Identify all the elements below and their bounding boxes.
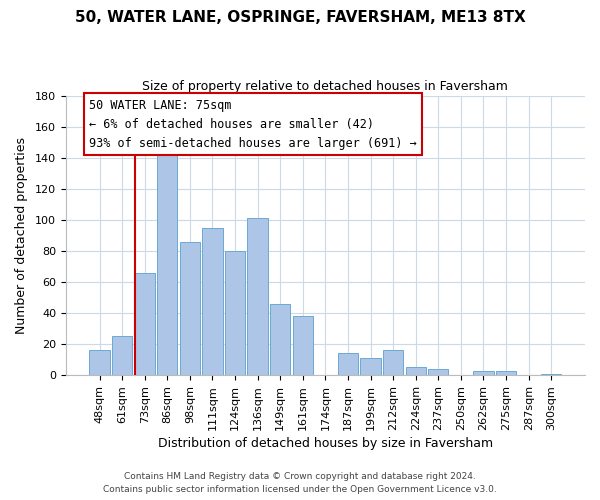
Bar	[270, 304, 290, 375]
Bar	[496, 370, 516, 375]
Text: 50, WATER LANE, OSPRINGE, FAVERSHAM, ME13 8TX: 50, WATER LANE, OSPRINGE, FAVERSHAM, ME1…	[74, 10, 526, 25]
Bar	[338, 354, 358, 375]
Bar	[112, 336, 133, 375]
Bar	[541, 374, 562, 375]
Bar	[157, 148, 178, 375]
X-axis label: Distribution of detached houses by size in Faversham: Distribution of detached houses by size …	[158, 437, 493, 450]
Bar	[247, 218, 268, 375]
Bar	[428, 369, 448, 375]
Bar	[225, 251, 245, 375]
Title: Size of property relative to detached houses in Faversham: Size of property relative to detached ho…	[142, 80, 508, 93]
Text: 50 WATER LANE: 75sqm
← 6% of detached houses are smaller (42)
93% of semi-detach: 50 WATER LANE: 75sqm ← 6% of detached ho…	[89, 98, 417, 150]
Bar	[89, 350, 110, 375]
Bar	[180, 242, 200, 375]
Bar	[473, 370, 494, 375]
Y-axis label: Number of detached properties: Number of detached properties	[15, 137, 28, 334]
Bar	[293, 316, 313, 375]
Bar	[202, 228, 223, 375]
Text: Contains HM Land Registry data © Crown copyright and database right 2024.
Contai: Contains HM Land Registry data © Crown c…	[103, 472, 497, 494]
Bar	[406, 368, 426, 375]
Bar	[134, 272, 155, 375]
Bar	[361, 358, 381, 375]
Bar	[383, 350, 403, 375]
